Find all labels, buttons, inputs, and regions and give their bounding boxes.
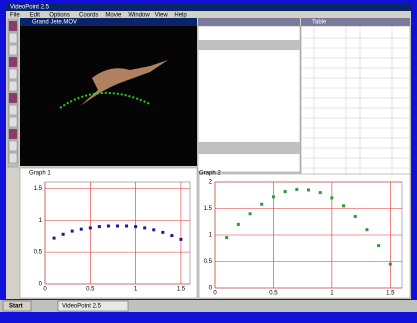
tool-button[interactable]	[9, 105, 17, 115]
data-point	[330, 196, 333, 199]
tool-button[interactable]	[9, 57, 17, 67]
data-point	[225, 236, 228, 239]
tool-button[interactable]	[9, 153, 17, 163]
data-point	[170, 234, 173, 237]
data-point	[134, 225, 137, 228]
data-point	[319, 191, 322, 194]
title-bar	[6, 3, 411, 11]
data-point	[365, 228, 368, 231]
video-frame	[20, 26, 197, 166]
data-point	[272, 195, 275, 198]
data-point	[107, 224, 110, 227]
menu-item[interactable]: Edit	[30, 13, 41, 19]
data-point	[284, 190, 287, 193]
data-point	[116, 224, 119, 227]
menu-item[interactable]: Options	[49, 13, 70, 19]
tool-button[interactable]	[9, 129, 17, 139]
tool-button[interactable]	[9, 81, 17, 91]
tool-button[interactable]	[9, 117, 17, 127]
graph-window	[20, 168, 197, 298]
x-tick-label: 1.5	[386, 291, 395, 297]
menu-item[interactable]: Movie	[105, 13, 122, 19]
menu-item[interactable]: Help	[174, 13, 187, 19]
menu-item[interactable]: File	[10, 13, 20, 19]
tool-button[interactable]	[9, 93, 17, 103]
tool-button[interactable]	[9, 141, 17, 151]
y-tick-label: 0.5	[204, 259, 213, 265]
data-point	[125, 224, 128, 227]
menu-item[interactable]: Window	[128, 13, 150, 19]
graph-window	[199, 174, 410, 298]
video-window: Grand Jete.MOV	[20, 18, 197, 166]
x-tick-label: 1.5	[177, 287, 186, 293]
tool-button[interactable]	[9, 21, 17, 31]
x-tick-label: 0.5	[86, 287, 95, 293]
graph-title: Graph 2	[199, 171, 221, 177]
properties-panel	[198, 18, 300, 172]
data-point	[295, 188, 298, 191]
data-point	[80, 228, 83, 231]
tool-button[interactable]	[9, 33, 17, 43]
graph-title: Graph 1	[29, 171, 51, 177]
data-point	[161, 231, 164, 234]
data-point	[260, 203, 263, 206]
data-point	[62, 233, 65, 236]
screen: VideoPoint 2.5 File Edit Options Coords Movi…	[0, 0, 417, 318]
data-point	[53, 237, 56, 240]
task-label: VideoPoint 2.5	[62, 304, 102, 310]
video-title: Grand Jete.MOV	[32, 20, 77, 26]
data-point	[307, 188, 310, 191]
data-point	[377, 244, 380, 247]
data-point	[152, 228, 155, 231]
data-point	[89, 226, 92, 229]
start-label: Start	[9, 304, 23, 310]
y-tick-label: 1.5	[204, 206, 213, 212]
tool-button[interactable]	[9, 45, 17, 55]
tool-button[interactable]	[9, 69, 17, 79]
table-title: Table	[312, 20, 327, 26]
data-point	[143, 226, 146, 229]
window-title: VideoPoint 2.5	[10, 5, 50, 11]
data-point	[249, 212, 252, 215]
menu-item[interactable]: Coords	[79, 13, 98, 19]
data-point	[237, 223, 240, 226]
data-point	[354, 215, 357, 218]
data-point	[342, 204, 345, 207]
data-point	[71, 230, 74, 233]
y-tick-label: 0.5	[34, 250, 43, 256]
menu-item[interactable]: View	[155, 13, 169, 19]
y-tick-label: 1.5	[34, 186, 43, 192]
data-point	[389, 263, 392, 266]
data-point	[98, 225, 101, 228]
data-point	[179, 238, 182, 241]
page: VideoPoint 2.5 File Edit Options Coords Movi…	[0, 0, 417, 318]
x-tick-label: 0.5	[269, 291, 278, 297]
